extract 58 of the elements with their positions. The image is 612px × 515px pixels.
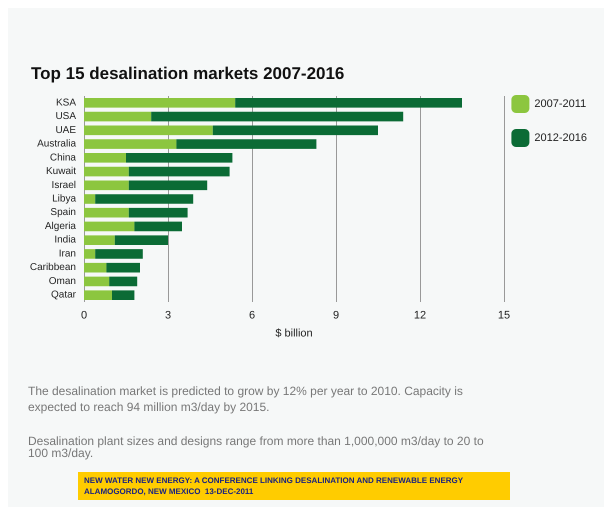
chart-title: Top 15 desalination markets 2007-2016 xyxy=(31,64,344,83)
y-tick-label: India xyxy=(54,234,76,246)
bar xyxy=(84,98,236,108)
y-tick-label: Kuwait xyxy=(46,166,76,178)
text: The desalination market is predicted to grow by 12% per year to 2010. Capacity is expected to reach 94 million m3/day by 2015. xyxy=(28,384,466,414)
y-tick-label: Libya xyxy=(52,194,76,204)
bar xyxy=(95,194,194,204)
bar xyxy=(109,276,138,286)
bar xyxy=(114,235,168,246)
y-tick-label: KSA xyxy=(56,97,76,108)
x-tick-label: 12 xyxy=(414,310,426,322)
bar xyxy=(84,126,213,136)
x-axis-title: $ billion xyxy=(275,328,313,340)
bar xyxy=(84,152,126,163)
bar xyxy=(128,166,230,176)
legend-label: 2012-2016 xyxy=(534,132,588,144)
bar xyxy=(112,290,134,300)
text: Desalination plant sizes and designs range from more than 1,000,000 m3/day to 20 to 100 m3/day. xyxy=(28,434,487,460)
x-tick-label: 0 xyxy=(80,310,88,322)
bar xyxy=(235,98,462,108)
y-tick-label: Qatar xyxy=(50,290,77,301)
bar xyxy=(128,180,208,190)
bar xyxy=(84,290,112,300)
bar xyxy=(84,262,106,272)
y-tick-label: Oman xyxy=(48,276,76,287)
legend-label: 2007-2011 xyxy=(534,98,586,110)
bar xyxy=(212,126,378,136)
bar xyxy=(84,249,96,259)
bar xyxy=(106,262,140,272)
bar xyxy=(84,166,129,176)
y-tick-label: Caribbean xyxy=(30,262,76,274)
x-tick-label: 9 xyxy=(332,310,340,322)
bar xyxy=(84,276,110,286)
x-tick-label: 15 xyxy=(498,310,510,322)
y-tick-label: Israel xyxy=(52,180,76,191)
bar xyxy=(126,152,232,163)
bar xyxy=(95,249,143,259)
text: NEW WATER NEW ENERGY: A CONFERENCE LINKING DESALINATION AND RENEWABLE ENERGY ALAMOGORDO, NEW MEXICO 13-DEC-2011 xyxy=(84,476,476,496)
bar xyxy=(84,208,129,218)
bar xyxy=(176,139,316,149)
bar xyxy=(84,235,115,246)
y-tick-label: Algeria xyxy=(44,220,76,232)
bar xyxy=(84,180,129,190)
y-tick-label: USA xyxy=(55,111,76,122)
bar xyxy=(84,112,152,122)
bar xyxy=(84,139,176,149)
y-tick-label: Iran xyxy=(58,248,76,260)
x-tick-label: 6 xyxy=(248,310,256,322)
bar xyxy=(84,222,134,232)
bar xyxy=(134,222,182,232)
y-tick-label: China xyxy=(50,152,76,164)
bar xyxy=(84,194,96,204)
y-tick-label: Australia xyxy=(37,138,76,150)
bar xyxy=(128,208,188,218)
y-tick-label: UAE xyxy=(55,124,76,136)
bar xyxy=(151,112,404,122)
x-tick-label: 3 xyxy=(164,310,172,322)
y-tick-label: Spain xyxy=(50,207,76,218)
